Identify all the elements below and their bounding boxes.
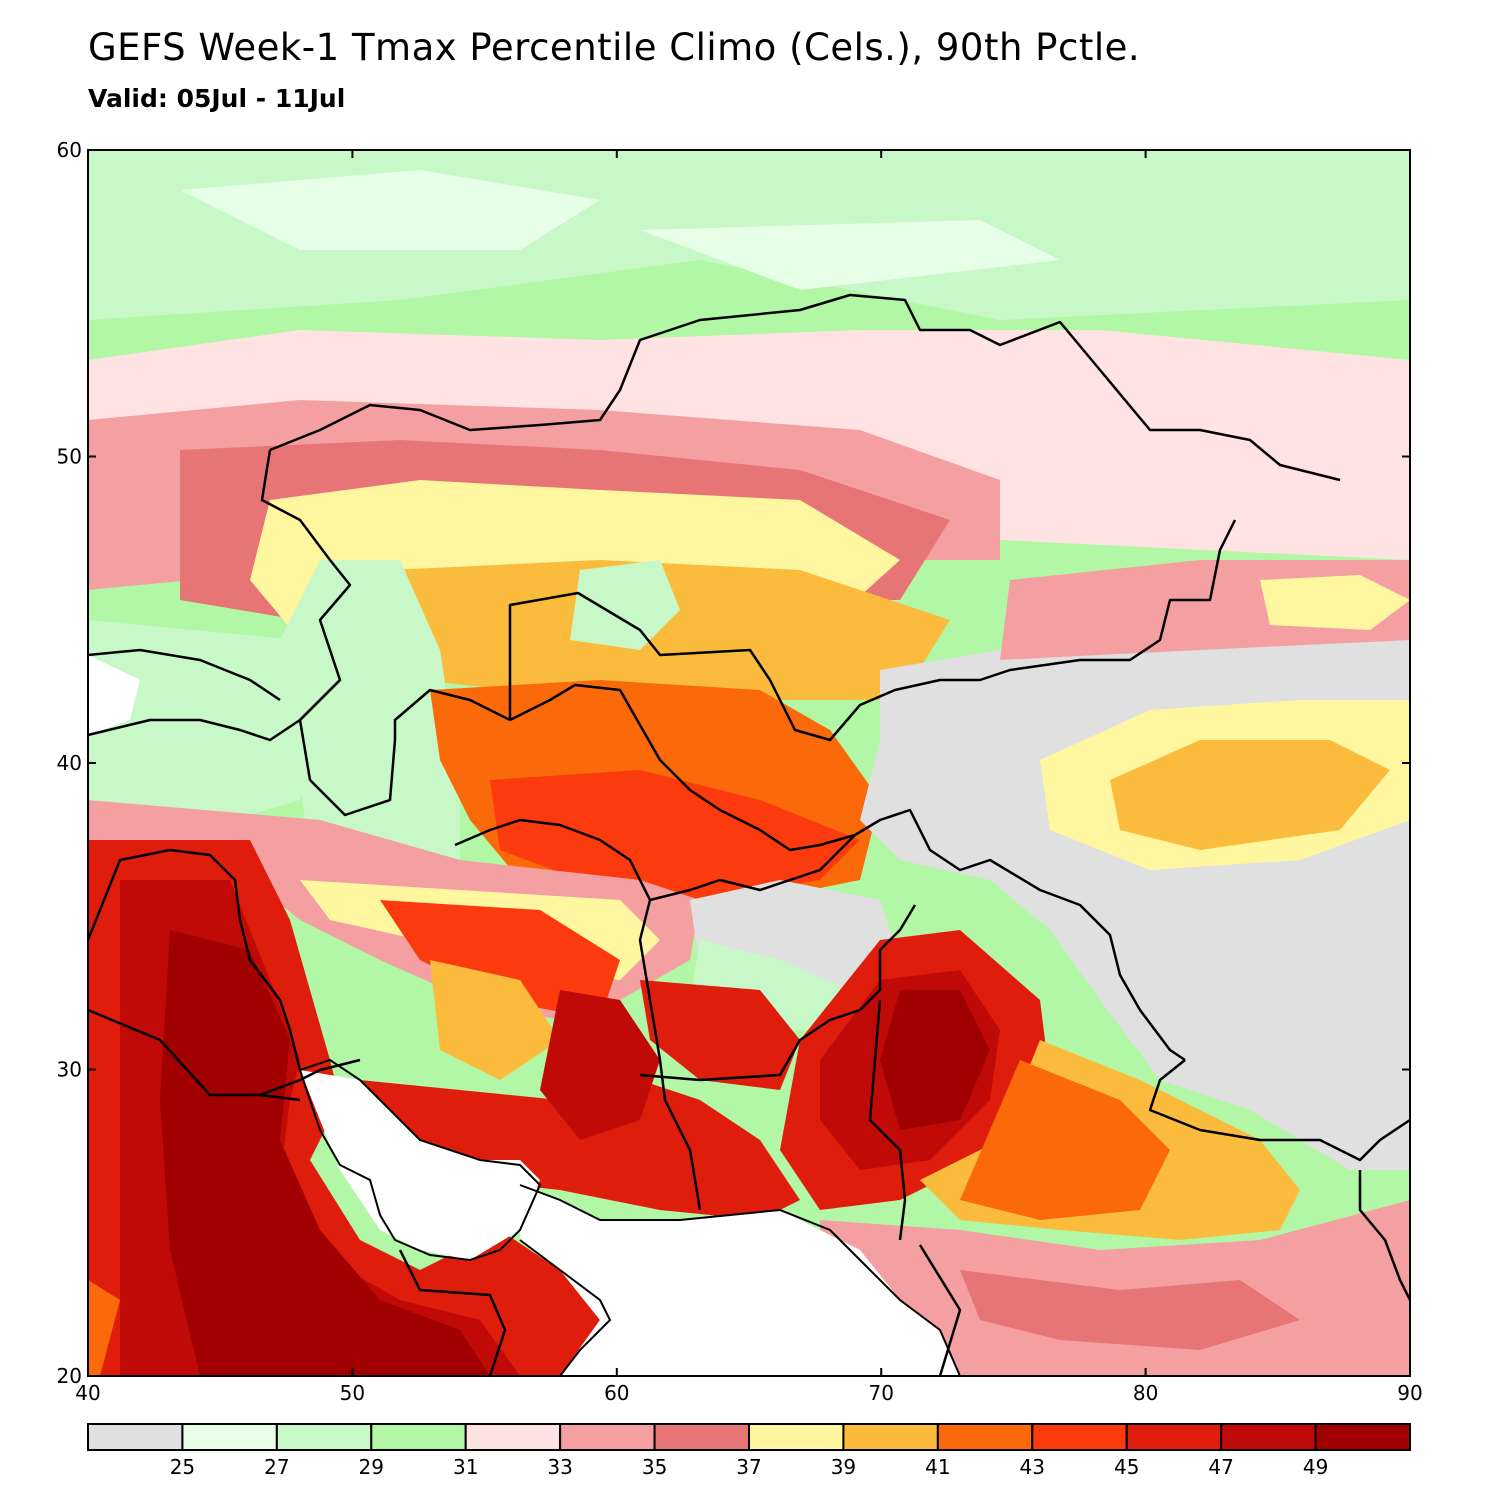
colorbar-label: 33 xyxy=(547,1455,572,1479)
y-tick-label: 40 xyxy=(57,751,82,775)
y-tick-label: 30 xyxy=(57,1058,82,1082)
x-tick-label: 60 xyxy=(604,1381,629,1405)
chart-subtitle: Valid: 05Jul - 11Jul xyxy=(88,84,346,113)
colorbar-swatch xyxy=(559,1423,656,1451)
colorbar-label: 29 xyxy=(359,1455,384,1479)
colorbar-swatch xyxy=(1125,1423,1223,1451)
country-borders xyxy=(86,293,1412,1377)
colorbar-swatch xyxy=(1220,1423,1317,1451)
colorbar-swatch xyxy=(181,1423,278,1451)
colorbar-label: 35 xyxy=(642,1455,667,1479)
x-tick-label: 40 xyxy=(75,1381,100,1405)
y-tick-label: 60 xyxy=(57,138,82,162)
coastlines xyxy=(298,1058,961,1377)
colorbar-swatch xyxy=(842,1423,939,1451)
y-tick-label: 20 xyxy=(57,1364,82,1388)
colorbar-swatch xyxy=(370,1423,467,1451)
colorbar-label: 27 xyxy=(264,1455,289,1479)
colorbar: 25 27 29 31 33 35 37 39 41 43 45 47 49 xyxy=(87,1423,1411,1479)
axes: 40 50 60 70 80 90 20 30 40 50 60 xyxy=(57,138,1423,1405)
colorbar-label: 39 xyxy=(831,1455,856,1479)
colorbar-swatch xyxy=(464,1423,562,1451)
colorbar-label: 41 xyxy=(925,1455,950,1479)
colorbar-label: 49 xyxy=(1303,1455,1328,1479)
x-tick-label: 50 xyxy=(340,1381,365,1405)
colorbar-swatch xyxy=(653,1423,750,1451)
colorbar-label: 45 xyxy=(1114,1455,1139,1479)
x-tick-label: 80 xyxy=(1133,1381,1158,1405)
colorbar-swatch xyxy=(275,1423,373,1451)
colorbar-label: 37 xyxy=(736,1455,761,1479)
temperature-field xyxy=(88,150,1410,1376)
colorbar-label: 25 xyxy=(170,1455,195,1479)
y-tick-label: 50 xyxy=(57,445,82,469)
chart-title: GEFS Week-1 Tmax Percentile Climo (Cels.… xyxy=(88,26,1141,69)
colorbar-swatch xyxy=(1314,1423,1411,1451)
colorbar-label: 31 xyxy=(453,1455,478,1479)
x-tick-label: 90 xyxy=(1397,1381,1422,1405)
colorbar-label: 43 xyxy=(1020,1455,1045,1479)
colorbar-swatch xyxy=(748,1423,845,1451)
x-tick-label: 70 xyxy=(868,1381,893,1405)
colorbar-swatch xyxy=(936,1423,1034,1451)
colorbar-swatch xyxy=(87,1423,184,1451)
colorbar-swatch xyxy=(1031,1423,1128,1451)
colorbar-label: 47 xyxy=(1208,1455,1233,1479)
